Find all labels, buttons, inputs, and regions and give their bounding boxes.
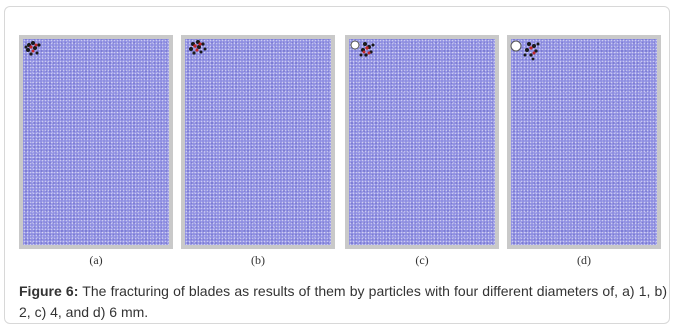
panel-label-b: (b) xyxy=(251,253,265,267)
impact-particle xyxy=(350,40,360,50)
fracture-cluster xyxy=(24,41,41,56)
blade-plate xyxy=(349,39,495,245)
blade-plate xyxy=(511,39,657,245)
fracture-cluster xyxy=(350,40,375,57)
figure-card: (a) (b) (c) (d) Figure 6: The fracturing… xyxy=(4,6,670,324)
panel-d xyxy=(507,35,661,249)
caption-text: The fracturing of blades as results of t… xyxy=(19,283,667,320)
fracture-cluster xyxy=(189,40,207,55)
caption-label: Figure 6: xyxy=(19,283,79,299)
panel-b xyxy=(181,35,335,249)
blade-plate xyxy=(23,39,169,245)
panel-label-c: (c) xyxy=(415,253,429,267)
impact-particle xyxy=(510,40,522,52)
panel-a xyxy=(19,35,173,249)
panel-label-a: (a) xyxy=(89,253,103,267)
figure-caption: Figure 6: The fracturing of blades as re… xyxy=(19,281,667,323)
panel-c xyxy=(345,35,499,249)
panel-label-d: (d) xyxy=(577,253,591,267)
fracture-cluster xyxy=(510,40,540,61)
blade-plate xyxy=(185,39,331,245)
